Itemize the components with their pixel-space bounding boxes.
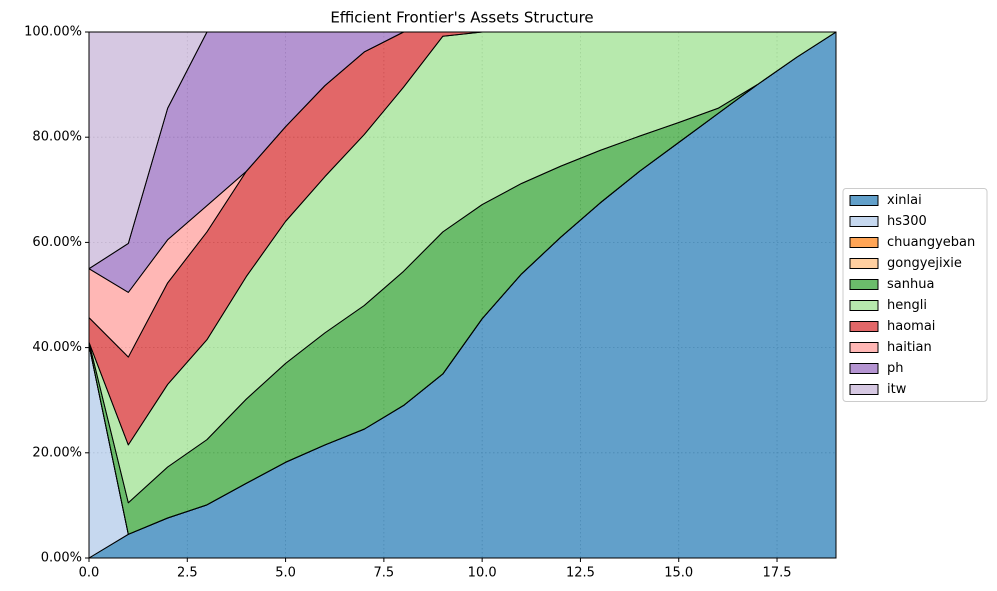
legend-swatch: [849, 384, 879, 395]
x-tick-label: 7.5: [374, 566, 395, 581]
legend-label: haitian: [887, 340, 932, 355]
y-tick-label: 100.00%: [24, 25, 82, 40]
legend-label: hengli: [887, 298, 927, 313]
legend-box: [842, 188, 988, 402]
legend-swatch: [849, 237, 879, 248]
legend-swatch: [849, 216, 879, 227]
plot-frame: [88, 31, 837, 559]
chart-title: Efficient Frontier's Assets Structure: [330, 9, 593, 27]
y-tick-label: 20.00%: [32, 445, 82, 460]
y-tick-label: 0.00%: [41, 551, 82, 566]
legend-label: haomai: [887, 319, 935, 334]
y-tick-label: 40.00%: [32, 340, 82, 355]
legend-swatch: [849, 321, 879, 332]
x-tick-label: 17.5: [763, 566, 792, 581]
legend-swatch: [849, 195, 879, 206]
legend-swatch: [849, 363, 879, 374]
x-tick-label: 2.5: [177, 566, 198, 581]
legend-swatch: [849, 279, 879, 290]
y-tick-label: 80.00%: [32, 130, 82, 145]
legend-label: hs300: [887, 214, 927, 229]
legend-label: sanhua: [887, 277, 934, 292]
y-tick-label: 60.00%: [32, 235, 82, 250]
legend-label: chuangyeban: [887, 235, 975, 250]
legend-swatch: [849, 258, 879, 269]
x-tick-label: 5.0: [275, 566, 296, 581]
legend-label: gongyejixie: [887, 256, 962, 271]
x-tick-label: 10.0: [468, 566, 497, 581]
x-tick-label: 0.0: [79, 566, 100, 581]
legend-label: xinlai: [887, 193, 922, 208]
legend-swatch: [849, 342, 879, 353]
x-tick-label: 12.5: [566, 566, 595, 581]
legend-label: itw: [887, 382, 907, 397]
legend-swatch: [849, 300, 879, 311]
legend-label: ph: [887, 361, 904, 376]
x-tick-label: 15.0: [664, 566, 693, 581]
